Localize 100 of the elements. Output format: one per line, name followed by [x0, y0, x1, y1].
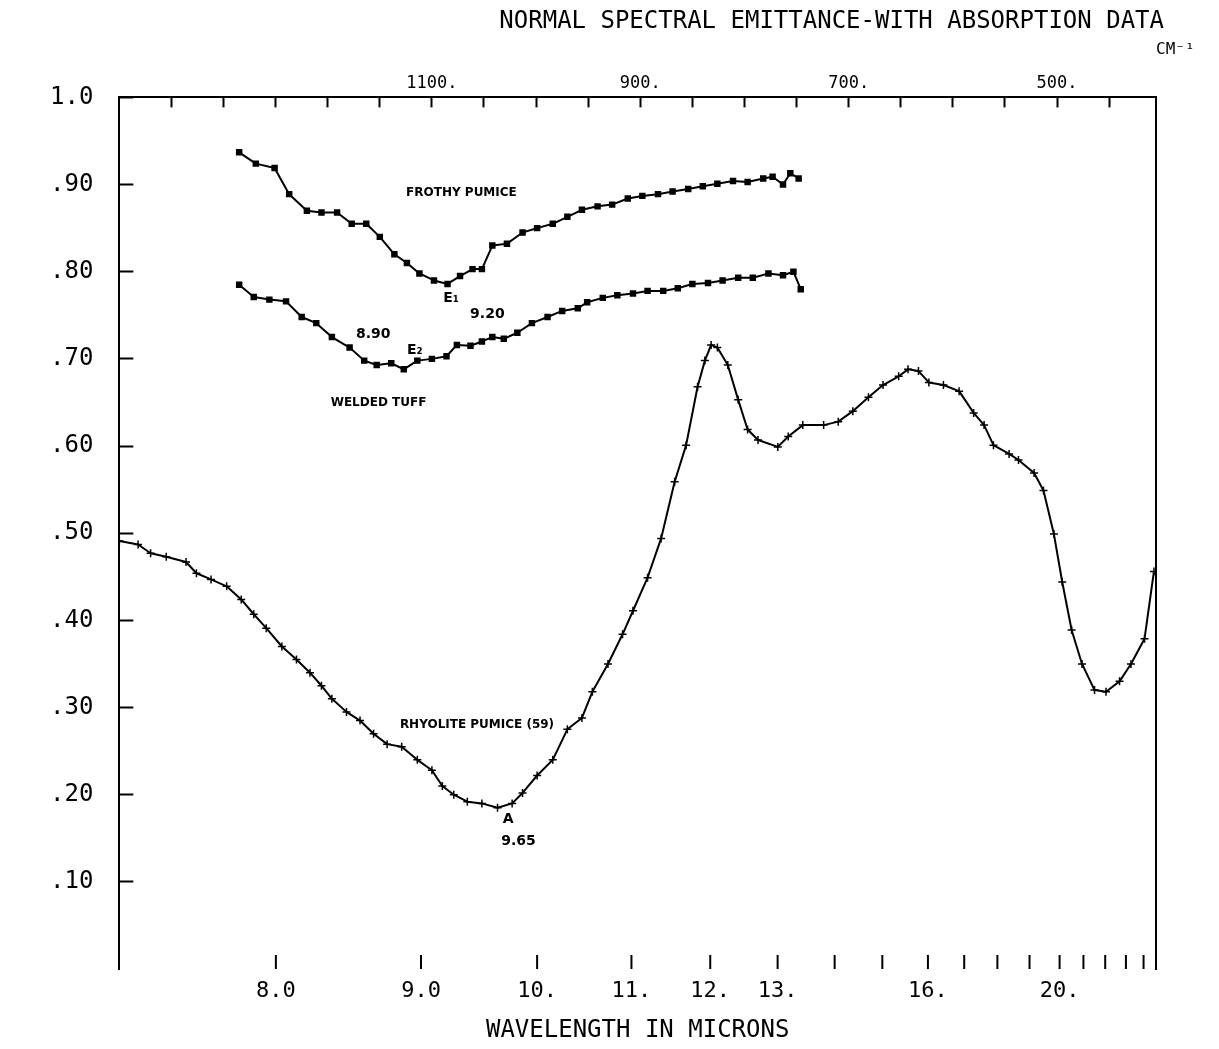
text: 12. [690, 976, 731, 1002]
point [318, 209, 325, 216]
point [528, 319, 536, 327]
text: 8.0 [256, 976, 296, 1002]
point [252, 160, 260, 167]
point [759, 175, 767, 182]
point [744, 178, 751, 186]
point [564, 213, 571, 221]
text: 16. [908, 976, 948, 1002]
point [639, 192, 646, 200]
y-tick-label: .20 [49, 778, 94, 807]
point [333, 209, 341, 216]
text: FROTHY PUMICE [406, 185, 517, 200]
point [500, 335, 508, 343]
point [704, 279, 712, 287]
y-tick-label: .80 [49, 255, 94, 284]
point [583, 299, 591, 306]
point [282, 298, 290, 305]
point [303, 207, 311, 214]
point [654, 190, 662, 198]
point [574, 305, 581, 312]
point [391, 251, 398, 258]
y-tick-label: .40 [49, 604, 94, 633]
point [689, 280, 696, 288]
x-tick-label: 900. [619, 71, 661, 92]
point [348, 220, 355, 228]
y-tick-label: .90 [49, 168, 94, 197]
point [779, 181, 787, 188]
annotation: 8.90 [356, 325, 391, 342]
point [624, 195, 631, 202]
chart-title: NORMAL SPECTRAL EMITTANCE-WITH ABSORPTION DATA [499, 5, 1165, 34]
point [558, 307, 566, 315]
point [469, 265, 476, 273]
point [266, 296, 273, 303]
point [489, 333, 496, 341]
point [578, 206, 586, 214]
point [456, 272, 464, 280]
point [373, 361, 380, 369]
point [729, 177, 737, 185]
text: WELDED TUFF [330, 394, 427, 409]
point [669, 188, 676, 195]
y-tick-label: .10 [49, 866, 94, 895]
point [443, 353, 450, 360]
y-tick-label: .30 [49, 691, 94, 720]
point [453, 341, 461, 349]
point [608, 201, 616, 208]
point [734, 274, 742, 282]
annotation: 9.65 [501, 831, 536, 848]
point [388, 360, 395, 367]
text: 13. [757, 976, 798, 1002]
point [544, 313, 551, 321]
annotation: 9.20 [470, 305, 505, 322]
point [416, 270, 423, 277]
point [363, 220, 370, 228]
point [644, 287, 651, 295]
point [360, 357, 368, 364]
point [769, 173, 776, 180]
point [235, 149, 243, 156]
point [779, 271, 787, 279]
text: 11. [611, 976, 652, 1002]
x-tick-label: 500. [1036, 71, 1078, 92]
text: 20. [1039, 976, 1080, 1002]
point [478, 265, 486, 273]
point [250, 293, 257, 301]
point [271, 164, 278, 172]
point [714, 180, 721, 187]
y-tick-label: .70 [49, 343, 94, 372]
point [533, 224, 541, 232]
point [428, 355, 436, 363]
point [674, 285, 682, 292]
x-axis-title: CM⁻¹ [1156, 38, 1195, 58]
point [478, 338, 486, 345]
point [313, 319, 320, 327]
point [614, 292, 621, 299]
annotation: E₂ [406, 340, 423, 357]
point [629, 290, 637, 297]
point [699, 183, 707, 190]
point [790, 268, 797, 275]
point [403, 259, 411, 267]
text: 9.0 [401, 976, 441, 1002]
point [797, 285, 804, 293]
series-label: RHYOLITE PUMICE (59) [399, 717, 555, 732]
text: 10. [517, 976, 557, 1002]
annotation: E₁ [443, 288, 459, 305]
x-tick-label: 1100. [406, 71, 458, 92]
point [235, 281, 243, 289]
text: WAVELENGTH IN MICRONS [485, 1015, 790, 1044]
y-tick-label: .50 [49, 517, 94, 546]
point [414, 357, 421, 364]
point [376, 233, 384, 241]
point [489, 242, 496, 249]
x-tick-label: 700. [828, 71, 870, 92]
point [503, 240, 511, 248]
point [444, 280, 451, 288]
point [684, 185, 692, 193]
point [749, 274, 757, 282]
point [765, 270, 772, 277]
point [594, 203, 601, 210]
point [514, 329, 521, 336]
y-tick-label: 1.0 [49, 81, 94, 110]
